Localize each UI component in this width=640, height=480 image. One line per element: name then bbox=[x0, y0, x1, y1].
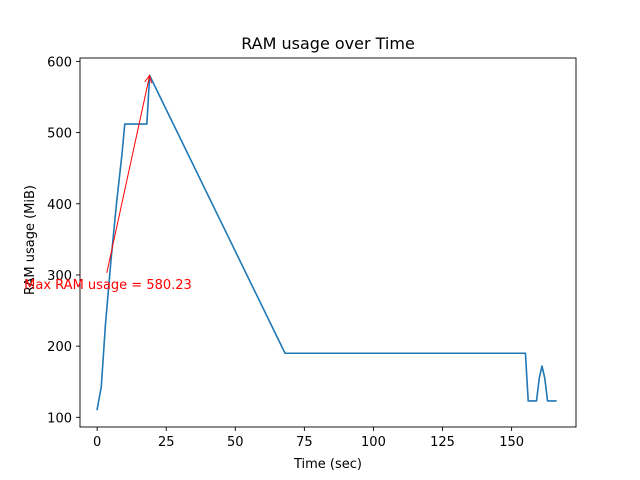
y-tick-label: 400 bbox=[47, 198, 72, 213]
annotation-arrow-shaft bbox=[106, 75, 151, 273]
plot-area: 0 25 50 75 100 125 150 100 200 300 400 500 600 bbox=[47, 55, 577, 450]
y-axis-label: RAM usage (MiB) bbox=[23, 185, 38, 295]
x-axis-label: Time (sec) bbox=[293, 457, 362, 472]
annotation-label: Max RAM usage = 580.23 bbox=[24, 278, 192, 293]
x-tick-label: 0 bbox=[93, 435, 101, 450]
chart-title: RAM usage over Time bbox=[241, 34, 415, 53]
x-tick-label: 50 bbox=[227, 435, 244, 450]
y-tick-label: 500 bbox=[47, 127, 72, 142]
annotation-arrow-head bbox=[144, 74, 152, 84]
x-tick-label: 125 bbox=[430, 435, 455, 450]
y-tick-label: 300 bbox=[47, 269, 72, 284]
axes-frame bbox=[79, 57, 577, 428]
x-tick-label: 75 bbox=[296, 435, 313, 450]
x-tick-label: 150 bbox=[499, 435, 524, 450]
y-tick-label: 600 bbox=[47, 55, 72, 70]
x-tick-label: 100 bbox=[361, 435, 386, 450]
x-tick-label: 25 bbox=[158, 435, 175, 450]
y-tick-label: 200 bbox=[47, 340, 72, 355]
y-tick-label: 100 bbox=[47, 411, 72, 426]
